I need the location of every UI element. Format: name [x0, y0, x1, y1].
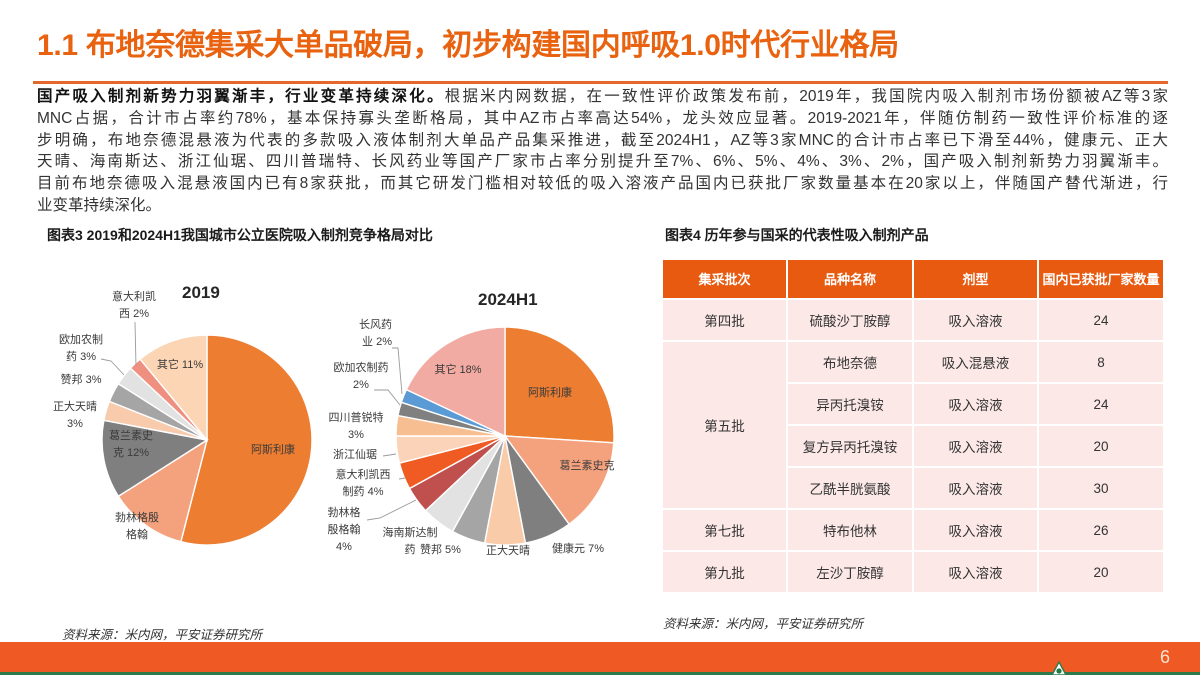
pie-2024-label-others: 其它 18%	[434, 364, 482, 376]
brand-logo-icon	[1051, 660, 1067, 675]
paragraph-line-5: 目前布地奈德吸入混悬液国内已有8家获批，而其它研发门槛相对较低的吸入溶液产品国内…	[37, 175, 1168, 193]
figure4-title: 图表4 历年参与国采的代表性吸入制剂产品	[665, 227, 929, 243]
header-dosage-form: 剂型	[912, 258, 1039, 300]
cell-product-name: 异丙托溴铵	[786, 382, 914, 426]
cell-product-name: 复方异丙托溴铵	[786, 424, 914, 468]
leader-line-boehringer-2024	[366, 499, 417, 521]
paragraph-line-6: 业变革持续深化。	[37, 196, 162, 214]
pie-slice	[483, 435, 527, 546]
paragraph-text: 根据米内网数据，在一致性评价政策发布前，2019年，我国院内吸入制剂市场份额被A…	[444, 88, 1168, 105]
pie-slice	[503, 435, 615, 526]
table-row: 乙酰半胱氨酸 吸入溶液 30	[662, 466, 1165, 510]
paragraph-line-1: 国产吸入制剂新势力羽翼渐丰，行业变革持续深化。根据米内网数据，在一致性评价政策发…	[37, 86, 1168, 108]
pie-2024-label-organon: 欧加农制药 2%	[333, 362, 389, 391]
paragraph-line-3: 步明确，布地奈德混悬液为代表的多款吸入液体制剂大单品产品集采推进，截至2024H…	[37, 131, 1168, 149]
pie-chart-2024h1	[395, 326, 615, 546]
pie-2024-label-zambon: 赞邦 5%	[420, 544, 461, 556]
table-row: 第七批 特布他林 吸入溶液 26	[661, 508, 1165, 552]
pie-2024-label-gsk: 葛兰素史克	[559, 460, 615, 472]
figure3-source-note: 资料来源：米内网，平安证券研究所	[62, 628, 263, 642]
paragraph-line-2: MNC占据，合计市占率约78%，基本保持寡头垄断格局，其中AZ市占率高达54%，…	[37, 109, 1168, 127]
page-number: 6	[1160, 647, 1171, 667]
pie-2024-label-astrazeneca: 阿斯利康	[528, 387, 572, 399]
procurement-products-table: 集采批次 品种名称 剂型 国内已获批厂家数量 第四批 硫酸沙丁胺醇 吸入溶液 2…	[661, 258, 1165, 594]
pie-2024-label-xianju: 浙江仙琚	[333, 449, 377, 461]
cell-approved-count: 24	[1037, 382, 1165, 426]
pie-2019-label-chiatai-tianqing: 正大天晴 3%	[53, 401, 97, 430]
cell-batch: 第七批	[661, 508, 788, 552]
page-title: 1.1 布地奈德集采大单品破局，初步构建国内呼吸1.0时代行业格局	[37, 29, 899, 62]
pie-slice	[405, 326, 506, 438]
cell-approved-count: 20	[1037, 424, 1165, 468]
pie-2019-label-organon: 欧加农制 药 3%	[59, 334, 103, 363]
pie-2024h1-heading: 2024H1	[478, 290, 538, 309]
table-row: 第四批 硫酸沙丁胺醇 吸入溶液 24	[661, 298, 1165, 342]
cell-dosage-form: 吸入溶液	[912, 508, 1039, 552]
pie-slice	[395, 435, 506, 464]
cell-product-name: 乙酰半胱氨酸	[786, 466, 914, 510]
pie-2019-label-gsk: 葛兰素史 克 12%	[109, 430, 153, 459]
table-row: 异丙托溴铵 吸入溶液 24	[662, 382, 1165, 426]
cell-product-name: 左沙丁胺醇	[786, 550, 914, 594]
cell-dosage-form: 吸入溶液	[912, 466, 1039, 510]
header-product-name: 品种名称	[786, 258, 914, 300]
leader-line-chiesi-2019	[134, 321, 137, 367]
leader-line-xianju-2024	[382, 453, 397, 457]
cell-approved-count: 24	[1037, 298, 1165, 342]
pie-2019-label-others: 其它 11%	[156, 359, 204, 371]
cell-product-name: 特布他林	[786, 508, 914, 552]
cell-product-name: 硫酸沙丁胺醇	[786, 298, 914, 342]
pie-slice	[424, 435, 506, 533]
paragraph-line-4: 天晴、海南斯达、浙江仙琚、四川普瑞特、长风药业等国产厂家市占率分别提升至7%、6…	[37, 153, 1168, 171]
cell-dosage-form: 吸入溶液	[912, 424, 1039, 468]
pie-slice	[398, 435, 506, 490]
pie-2024-label-hainan-sida: 海南斯达制 药	[382, 527, 438, 556]
pie-2019-label-boehringer: 勃林格殷 格翰	[115, 512, 159, 541]
footer-bar	[0, 642, 1200, 672]
pie-2019-label-chiesi: 意大利凯 西 2%	[112, 291, 156, 320]
pie-2024-label-chiesi: 意大利凯西 制药 4%	[335, 469, 391, 498]
table-row: 第五批 布地奈德 吸入混悬液 8	[661, 340, 1165, 510]
title-divider	[33, 81, 1168, 84]
figure3-title: 图表3 2019和2024H1我国城市公立医院吸入制剂竞争格局对比	[47, 227, 433, 243]
paragraph-lead: 国产吸入制剂新势力羽翼渐丰，行业变革持续深化。	[37, 88, 445, 105]
cell-batch: 第四批	[661, 298, 788, 342]
cell-product-name: 布地奈德	[786, 340, 914, 384]
pie-slice	[400, 388, 506, 437]
cell-dosage-form: 吸入溶液	[912, 550, 1039, 594]
cell-batch: 第九批	[661, 550, 788, 594]
pie-slice	[408, 435, 506, 512]
cell-approved-count: 30	[1037, 466, 1165, 510]
pie-2024-label-jiankangyuan: 健康元 7%	[552, 543, 604, 555]
pie-2024-label-changfeng: 长风药 业 2%	[359, 319, 392, 348]
figure4-source-note: 资料来源：米内网，平安证券研究所	[663, 617, 864, 631]
summary-paragraph: 国产吸入制剂新势力羽翼渐丰，行业变革持续深化。根据米内网数据，在一致性评价政策发…	[37, 86, 1168, 217]
pie-2024-label-chiatai-tianqing: 正大天晴	[486, 545, 530, 557]
pie-slice	[504, 435, 571, 544]
cell-dosage-form: 吸入溶液	[912, 298, 1039, 342]
pie-slice	[451, 435, 506, 544]
table-header-row: 集采批次 品种名称 剂型 国内已获批厂家数量	[661, 258, 1165, 300]
pie-2019-label-astrazeneca: 阿斯利康	[251, 444, 295, 456]
table-row: 复方异丙托溴铵 吸入溶液 20	[662, 424, 1165, 468]
header-approved-count: 国内已获批厂家数量	[1037, 258, 1165, 300]
cell-approved-count: 20	[1037, 550, 1165, 594]
header-batch: 集采批次	[661, 258, 788, 300]
table-row: 第九批 左沙丁胺醇 吸入溶液 20	[661, 550, 1165, 594]
pie-2019-heading: 2019	[182, 283, 220, 302]
pie-2019-label-zambon: 赞邦 3%	[60, 374, 102, 386]
cell-dosage-form: 吸入混悬液	[912, 340, 1039, 384]
cell-approved-count: 26	[1037, 508, 1165, 552]
footer-accent-line	[0, 672, 1200, 675]
pie-slice	[395, 414, 506, 437]
pie-2024-label-sichuan-purui: 四川普锐特 3%	[328, 412, 384, 441]
pie-slice	[139, 334, 208, 442]
cell-dosage-form: 吸入溶液	[912, 382, 1039, 426]
cell-approved-count: 8	[1037, 340, 1165, 384]
cell-batch: 第五批	[661, 340, 788, 510]
pie-2024-label-boehringer: 勃林格 殷格翰 4%	[327, 507, 361, 553]
pie-slice	[397, 401, 506, 437]
